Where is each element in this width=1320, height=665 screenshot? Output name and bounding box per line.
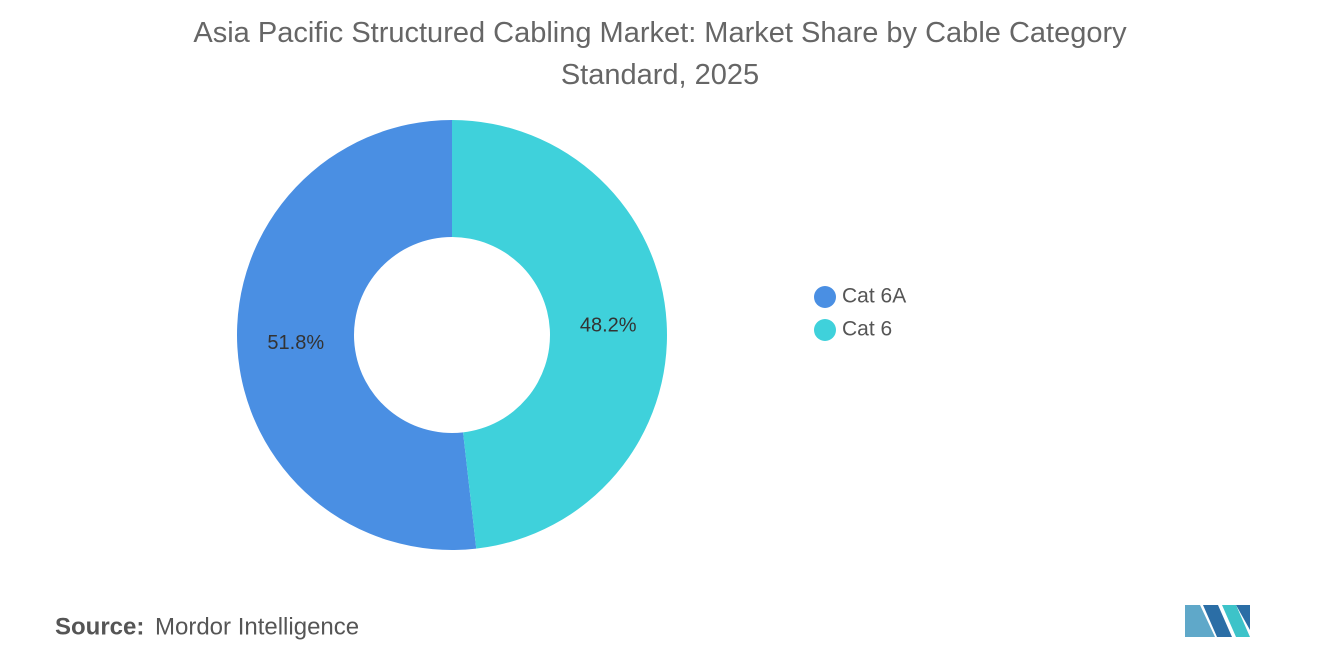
source-label: Source: (55, 613, 144, 640)
legend-label: Cat 6 (842, 318, 892, 341)
chart-title: Asia Pacific Structured Cabling Market: … (193, 17, 1127, 91)
legend-swatch (814, 319, 836, 341)
slice (452, 120, 667, 549)
legend-label: Cat 6A (842, 285, 906, 308)
legend-swatch (814, 286, 836, 308)
slice (236, 120, 477, 550)
data-label: 51.8% (267, 332, 324, 354)
source: Mordor Intelligence (155, 613, 359, 640)
data-label: 48.2% (580, 314, 637, 336)
logo (1185, 605, 1250, 637)
